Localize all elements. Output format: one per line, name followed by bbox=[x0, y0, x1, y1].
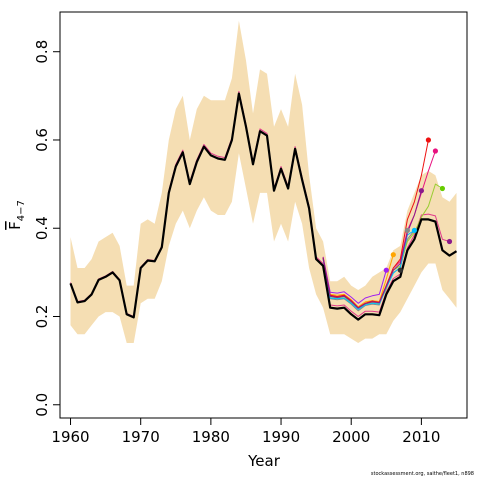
x-tick-label: 1990 bbox=[262, 428, 300, 446]
series-layer bbox=[69, 90, 458, 321]
series-line-3 bbox=[322, 254, 394, 308]
svg-text:F4−7: F4−7 bbox=[6, 200, 27, 230]
confidence-band-layer bbox=[70, 20, 457, 344]
x-axis-title: Year bbox=[247, 452, 281, 470]
x-tick-label: 1960 bbox=[51, 428, 89, 446]
y-tick-label: 0.0 bbox=[33, 393, 51, 417]
series-line-6 bbox=[322, 256, 387, 304]
x-tick-label: 1980 bbox=[192, 428, 230, 446]
credit-text: stockassessment.org, saithe/fleet1, n898 bbox=[370, 471, 474, 477]
endpoint-marker-1 bbox=[390, 252, 396, 258]
endpoint-marker-0 bbox=[383, 267, 389, 273]
endpoint-marker-8 bbox=[439, 185, 445, 192]
confidence-band bbox=[70, 20, 457, 344]
y-tick-label: 0.6 bbox=[33, 128, 51, 152]
x-tick-label: 2010 bbox=[402, 428, 440, 446]
y-axis-title-main: F bbox=[6, 221, 24, 230]
endpoint-layer bbox=[383, 137, 453, 273]
y-tick-label: 0.8 bbox=[33, 40, 51, 64]
y-axis-title: F4−7 bbox=[6, 200, 27, 230]
x-tick-label: 1970 bbox=[122, 428, 160, 446]
y-tick-label: 0.2 bbox=[33, 305, 51, 329]
x-tick-label: 2000 bbox=[332, 428, 370, 446]
y-axis-title-subscript: 4−7 bbox=[16, 200, 27, 221]
series-line-8 bbox=[322, 139, 429, 309]
x-axis: 1960 1970 1980 1990 2000 2010 bbox=[51, 418, 440, 446]
endpoint-marker-7 bbox=[432, 148, 438, 154]
plot-frame bbox=[59, 11, 468, 419]
endpoint-marker-4 bbox=[411, 227, 417, 233]
y-axis: 0.0 0.2 0.4 0.6 0.8 bbox=[33, 40, 60, 417]
endpoint-marker-6 bbox=[425, 137, 431, 143]
endpoint-marker-2 bbox=[397, 267, 403, 273]
endpoint-marker-9 bbox=[446, 238, 453, 245]
y-tick-label: 0.4 bbox=[33, 216, 51, 240]
series-line-9 bbox=[322, 190, 422, 309]
endpoint-marker-3 bbox=[404, 227, 410, 233]
series-line-main bbox=[69, 92, 458, 321]
endpoint-marker-5 bbox=[418, 188, 424, 194]
